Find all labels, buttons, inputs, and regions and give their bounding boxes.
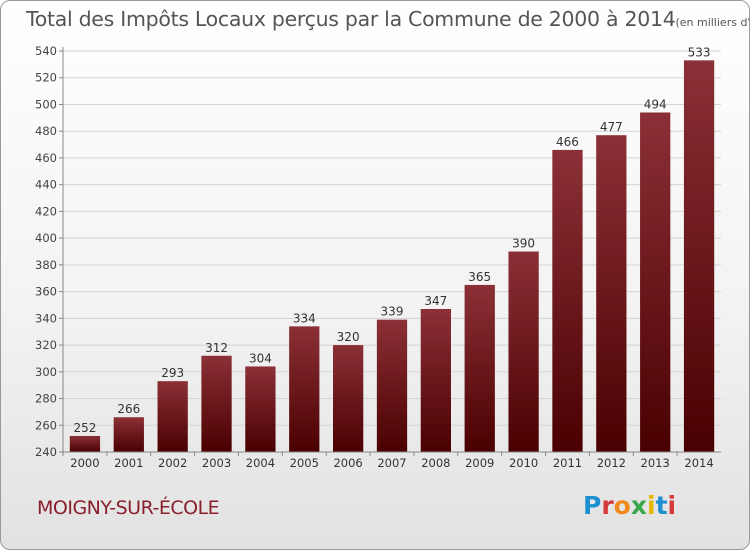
bar-2013 [640, 112, 671, 452]
y-tick-label: 460 [35, 151, 57, 165]
bars [69, 60, 715, 453]
data-label-2011: 466 [556, 135, 579, 149]
bar-2006 [332, 345, 364, 452]
y-tick-label: 360 [35, 285, 57, 299]
x-tick-label: 2011 [553, 456, 582, 470]
y-tick-label: 240 [35, 445, 57, 459]
x-tick-label: 2004 [246, 456, 275, 470]
data-label-2007: 339 [381, 305, 404, 319]
bar-2014 [683, 60, 715, 453]
data-label-2002: 293 [161, 366, 184, 380]
bar-2003 [201, 355, 232, 452]
bar-2011 [552, 149, 583, 452]
y-axis-ticks: 240 260 280 300 320 340 360 380 400 420 440 460 480 5… [35, 44, 63, 459]
bar-2002 [157, 381, 188, 452]
x-tick-label: 2002 [158, 456, 187, 470]
y-tick-label: 480 [35, 124, 57, 138]
data-label-2009: 365 [468, 270, 491, 284]
y-tick-label: 340 [35, 311, 57, 325]
data-label-2003: 312 [205, 341, 228, 355]
x-tick-label: 2009 [465, 456, 494, 470]
data-labels: 252 266 293 312 304 334 320 339 347 365 390 466 477 4… [73, 45, 710, 435]
x-tick-label: 2001 [114, 456, 143, 470]
proxiti-logo: Proxiti [583, 491, 677, 520]
x-tick-label: 2000 [70, 456, 99, 470]
x-tick-label: 2012 [597, 456, 626, 470]
y-tick-label: 500 [35, 97, 57, 111]
y-tick-label: 300 [35, 365, 57, 379]
y-tick-label: 420 [35, 204, 57, 218]
x-tick-label: 2006 [333, 456, 362, 470]
y-tick-label: 380 [35, 258, 57, 272]
x-tick-label: 2008 [421, 456, 450, 470]
y-tick-label: 540 [35, 44, 57, 58]
chart-subtitle: (en milliers d'€) [675, 16, 750, 29]
y-tick-label: 280 [35, 392, 57, 406]
data-label-2001: 266 [117, 402, 140, 416]
data-label-2004: 304 [249, 351, 272, 365]
data-label-2012: 477 [600, 120, 623, 134]
x-tick-label: 2010 [509, 456, 538, 470]
data-label-2014: 533 [688, 45, 711, 59]
x-tick-label: 2007 [377, 456, 406, 470]
y-tick-label: 440 [35, 178, 57, 192]
commune-name: MOIGNY-SUR-ÉCOLE [37, 497, 220, 519]
y-tick-label: 400 [35, 231, 57, 245]
y-tick-label: 260 [35, 418, 57, 432]
bar-2012 [596, 135, 627, 452]
data-label-2008: 347 [424, 294, 447, 308]
x-tick-label: 2014 [684, 456, 713, 470]
data-label-2013: 494 [644, 97, 667, 111]
bar-2009 [464, 284, 495, 452]
x-tick-label: 2003 [202, 456, 231, 470]
y-tick-label: 320 [35, 338, 57, 352]
bar-2008 [420, 308, 452, 452]
chart-title: Total des Impôts Locaux perçus par la Co… [26, 7, 676, 31]
data-label-2010: 390 [512, 237, 535, 251]
bar-2010 [508, 251, 539, 452]
bar-2001 [113, 417, 144, 452]
bar-2005 [289, 326, 320, 452]
bar-2007 [376, 319, 408, 452]
data-label-2006: 320 [337, 330, 360, 344]
data-label-2000: 252 [73, 421, 96, 435]
x-axis-ticks: 2000 2001 2002 2003 2004 2005 2006 2007 2008 2009… [62, 452, 714, 470]
chart-title-block: Total des Impôts Locaux perçus par la Co… [26, 7, 750, 31]
data-label-2005: 334 [293, 311, 316, 325]
bar-2000 [69, 435, 101, 452]
y-tick-label: 520 [35, 71, 57, 85]
axes [62, 47, 721, 453]
x-tick-label: 2013 [641, 456, 670, 470]
x-tick-label: 2005 [290, 456, 319, 470]
bar-2004 [245, 366, 276, 452]
